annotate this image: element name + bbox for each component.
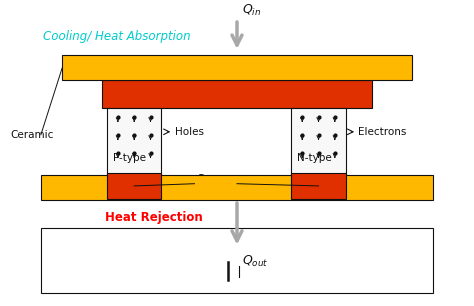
Text: N-type: N-type xyxy=(298,154,332,163)
Bar xyxy=(41,175,433,200)
Text: Heat Rejection: Heat Rejection xyxy=(105,211,202,224)
Text: $Q_{in}$: $Q_{in}$ xyxy=(242,2,261,18)
Bar xyxy=(62,55,412,80)
Bar xyxy=(41,228,433,293)
Text: Ceramic: Ceramic xyxy=(10,130,54,140)
Text: P-type: P-type xyxy=(113,154,146,163)
Bar xyxy=(292,173,346,199)
Text: Copper: Copper xyxy=(197,174,235,184)
Bar xyxy=(292,108,346,175)
Text: Holes: Holes xyxy=(174,127,204,137)
Text: $Q_{out}$: $Q_{out}$ xyxy=(242,253,268,268)
Text: Cooling/ Heat Absorption: Cooling/ Heat Absorption xyxy=(43,30,191,43)
Bar xyxy=(107,173,161,199)
Text: Electrons: Electrons xyxy=(358,127,407,137)
Bar xyxy=(107,108,161,175)
Bar xyxy=(102,80,372,108)
